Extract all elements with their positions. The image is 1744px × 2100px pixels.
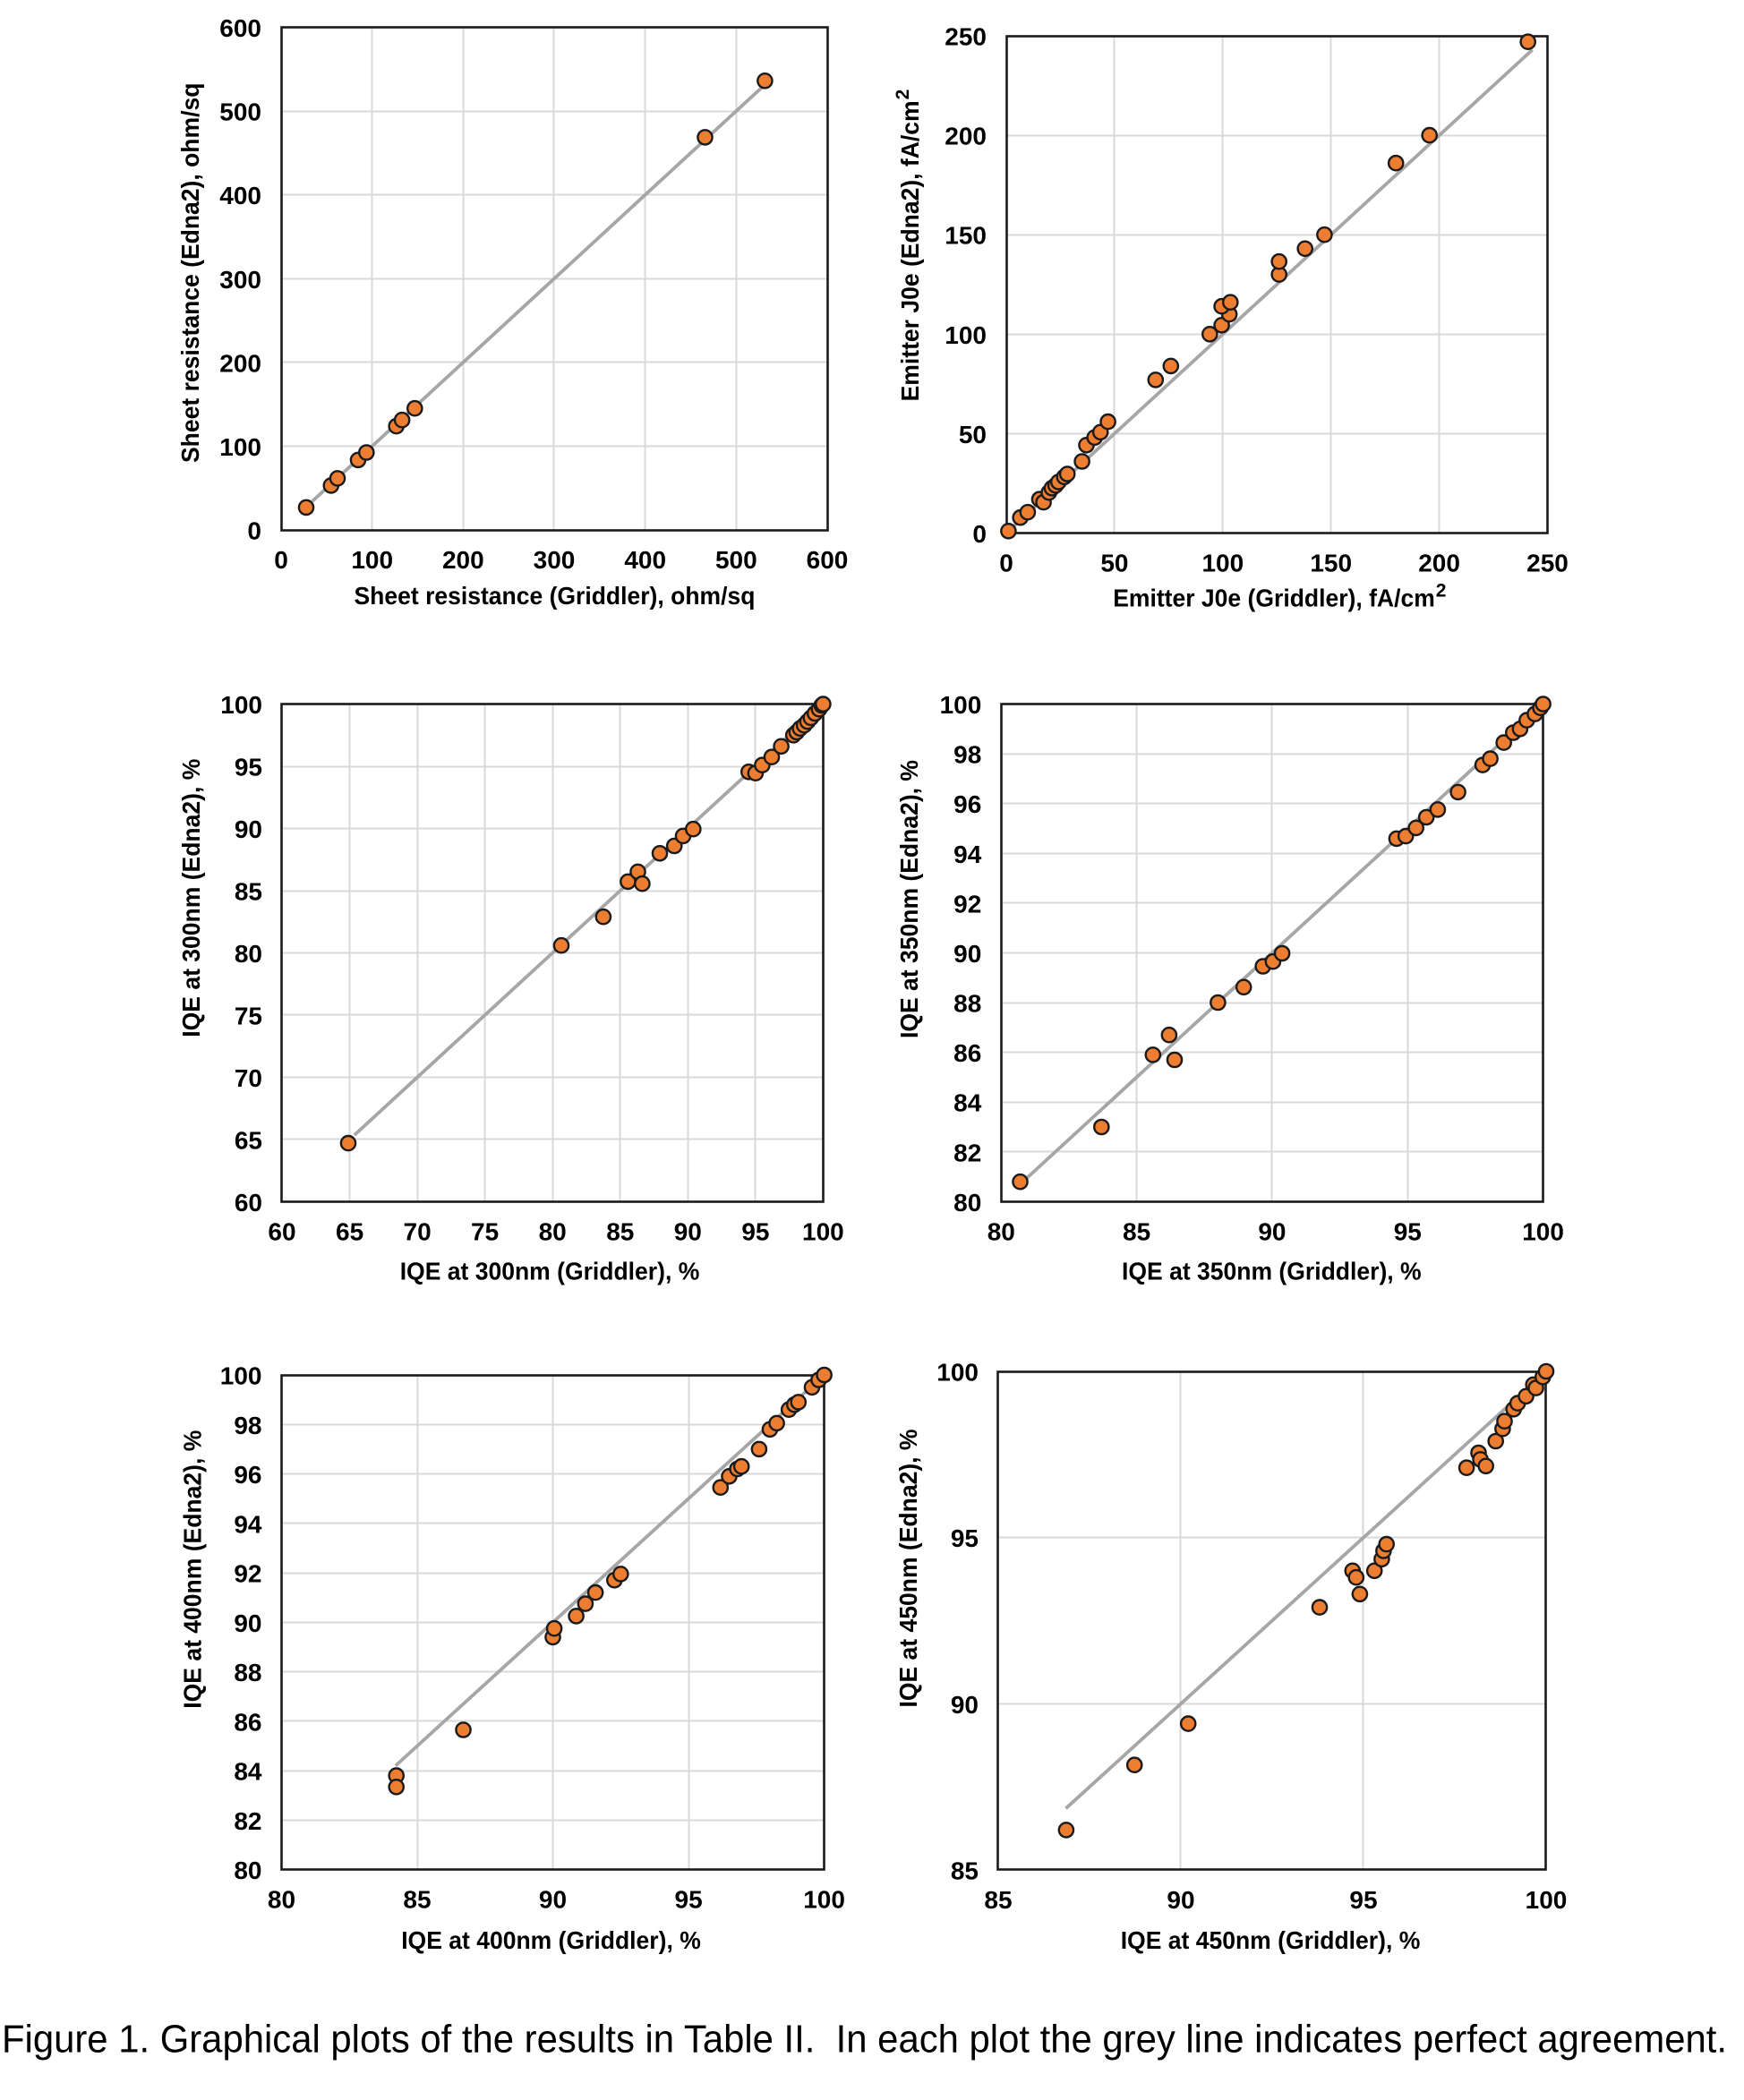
svg-text:IQE at 450nm (Edna2), %: IQE at 450nm (Edna2), % (894, 1429, 922, 1707)
svg-text:Emitter J0e (Griddler), fA/cm: Emitter J0e (Griddler), fA/cm (1113, 585, 1435, 612)
svg-text:96: 96 (234, 1461, 261, 1489)
svg-text:65: 65 (336, 1217, 363, 1245)
svg-text:IQE at 300nm (Edna2), %: IQE at 300nm (Edna2), % (177, 759, 205, 1037)
svg-text:IQE at 300nm (Griddler), %: IQE at 300nm (Griddler), % (400, 1258, 700, 1285)
svg-text:80: 80 (953, 1189, 981, 1216)
svg-text:95: 95 (951, 1524, 979, 1552)
svg-text:88: 88 (234, 1659, 261, 1686)
svg-text:150: 150 (945, 222, 987, 250)
svg-text:85: 85 (984, 1886, 1012, 1914)
svg-text:90: 90 (235, 815, 262, 843)
svg-text:50: 50 (959, 421, 987, 448)
svg-text:100: 100 (219, 433, 261, 461)
svg-text:IQE at 450nm (Griddler), %: IQE at 450nm (Griddler), % (1121, 1926, 1421, 1954)
svg-text:85: 85 (1123, 1217, 1150, 1245)
svg-text:94: 94 (234, 1510, 262, 1538)
svg-text:80: 80 (987, 1217, 1015, 1245)
svg-text:100: 100 (1201, 550, 1244, 577)
svg-text:80: 80 (235, 940, 262, 968)
svg-text:250: 250 (945, 23, 987, 51)
svg-text:84: 84 (953, 1089, 982, 1117)
svg-text:200: 200 (442, 546, 484, 574)
svg-text:100: 100 (220, 1362, 262, 1390)
svg-text:IQE at 400nm (Griddler), %: IQE at 400nm (Griddler), % (401, 1926, 701, 1954)
svg-text:86: 86 (234, 1708, 261, 1736)
svg-text:90: 90 (1258, 1217, 1286, 1245)
svg-text:0: 0 (999, 550, 1013, 577)
svg-text:100: 100 (220, 691, 262, 719)
svg-text:100: 100 (945, 321, 987, 349)
svg-text:94: 94 (953, 841, 982, 868)
svg-text:85: 85 (403, 1886, 431, 1914)
svg-text:84: 84 (234, 1758, 262, 1786)
svg-text:85: 85 (606, 1217, 634, 1245)
svg-text:95: 95 (235, 754, 262, 781)
svg-text:400: 400 (219, 182, 261, 209)
svg-text:90: 90 (951, 1691, 979, 1719)
svg-text:85: 85 (951, 1857, 979, 1885)
svg-text:80: 80 (268, 1886, 295, 1914)
svg-text:100: 100 (936, 1359, 979, 1387)
svg-text:Sheet resistance (Edna2), ohm/: Sheet resistance (Edna2), ohm/sq (176, 83, 204, 463)
svg-text:Sheet resistance (Griddler), o: Sheet resistance (Griddler), ohm/sq (355, 582, 756, 610)
svg-text:70: 70 (235, 1064, 262, 1092)
svg-text:90: 90 (539, 1886, 567, 1914)
svg-text:100: 100 (1522, 1217, 1564, 1245)
svg-text:200: 200 (1418, 550, 1460, 577)
svg-text:100: 100 (803, 1886, 845, 1914)
svg-text:80: 80 (539, 1217, 567, 1245)
svg-text:90: 90 (674, 1217, 702, 1245)
svg-text:IQE at 400nm (Edna2), %: IQE at 400nm (Edna2), % (179, 1430, 207, 1709)
svg-text:500: 500 (219, 98, 261, 126)
svg-text:90: 90 (953, 940, 981, 968)
svg-text:80: 80 (234, 1857, 261, 1884)
svg-text:600: 600 (807, 546, 849, 574)
svg-text:96: 96 (953, 790, 981, 818)
svg-text:65: 65 (235, 1126, 262, 1154)
svg-text:50: 50 (1100, 550, 1128, 577)
svg-text:400: 400 (624, 546, 666, 574)
svg-text:500: 500 (715, 546, 757, 574)
svg-text:2: 2 (1436, 581, 1447, 602)
svg-text:92: 92 (234, 1560, 261, 1588)
svg-text:Emitter J0e (Edna2), fA/cm: Emitter J0e (Edna2), fA/cm (896, 100, 924, 401)
svg-text:100: 100 (940, 691, 982, 719)
svg-text:150: 150 (1310, 550, 1352, 577)
svg-text:95: 95 (675, 1886, 703, 1914)
svg-text:88: 88 (953, 990, 981, 1018)
svg-text:IQE at 350nm (Griddler), %: IQE at 350nm (Griddler), % (1122, 1258, 1422, 1285)
svg-text:100: 100 (1526, 1886, 1568, 1914)
svg-text:300: 300 (534, 546, 576, 574)
svg-text:98: 98 (234, 1412, 261, 1439)
svg-text:70: 70 (404, 1217, 432, 1245)
svg-text:95: 95 (1349, 1886, 1377, 1914)
svg-text:86: 86 (953, 1039, 981, 1067)
svg-text:0: 0 (274, 546, 288, 574)
svg-text:60: 60 (235, 1189, 262, 1216)
svg-text:85: 85 (235, 878, 262, 906)
svg-text:75: 75 (471, 1217, 499, 1245)
svg-text:0: 0 (972, 520, 987, 548)
svg-text:IQE at 350nm (Edna2), %: IQE at 350nm (Edna2), % (895, 760, 923, 1038)
svg-text:82: 82 (953, 1139, 981, 1166)
svg-text:75: 75 (235, 1003, 262, 1030)
svg-text:100: 100 (802, 1217, 844, 1245)
svg-text:98: 98 (953, 741, 981, 769)
svg-text:2: 2 (893, 90, 913, 100)
svg-text:250: 250 (1526, 550, 1569, 577)
svg-text:0: 0 (247, 517, 261, 545)
svg-text:300: 300 (219, 266, 261, 294)
svg-text:82: 82 (234, 1807, 261, 1835)
svg-text:90: 90 (1167, 1886, 1194, 1914)
svg-text:90: 90 (234, 1609, 261, 1637)
svg-text:100: 100 (351, 546, 393, 574)
svg-text:600: 600 (219, 14, 261, 42)
svg-text:60: 60 (268, 1217, 295, 1245)
svg-text:95: 95 (1394, 1217, 1422, 1245)
svg-text:Figure 1. Graphical plots of t: Figure 1. Graphical plots of the results… (2, 2018, 1727, 2062)
svg-text:95: 95 (741, 1217, 769, 1245)
svg-text:92: 92 (953, 890, 981, 918)
svg-text:200: 200 (219, 349, 261, 377)
svg-text:200: 200 (945, 123, 987, 150)
